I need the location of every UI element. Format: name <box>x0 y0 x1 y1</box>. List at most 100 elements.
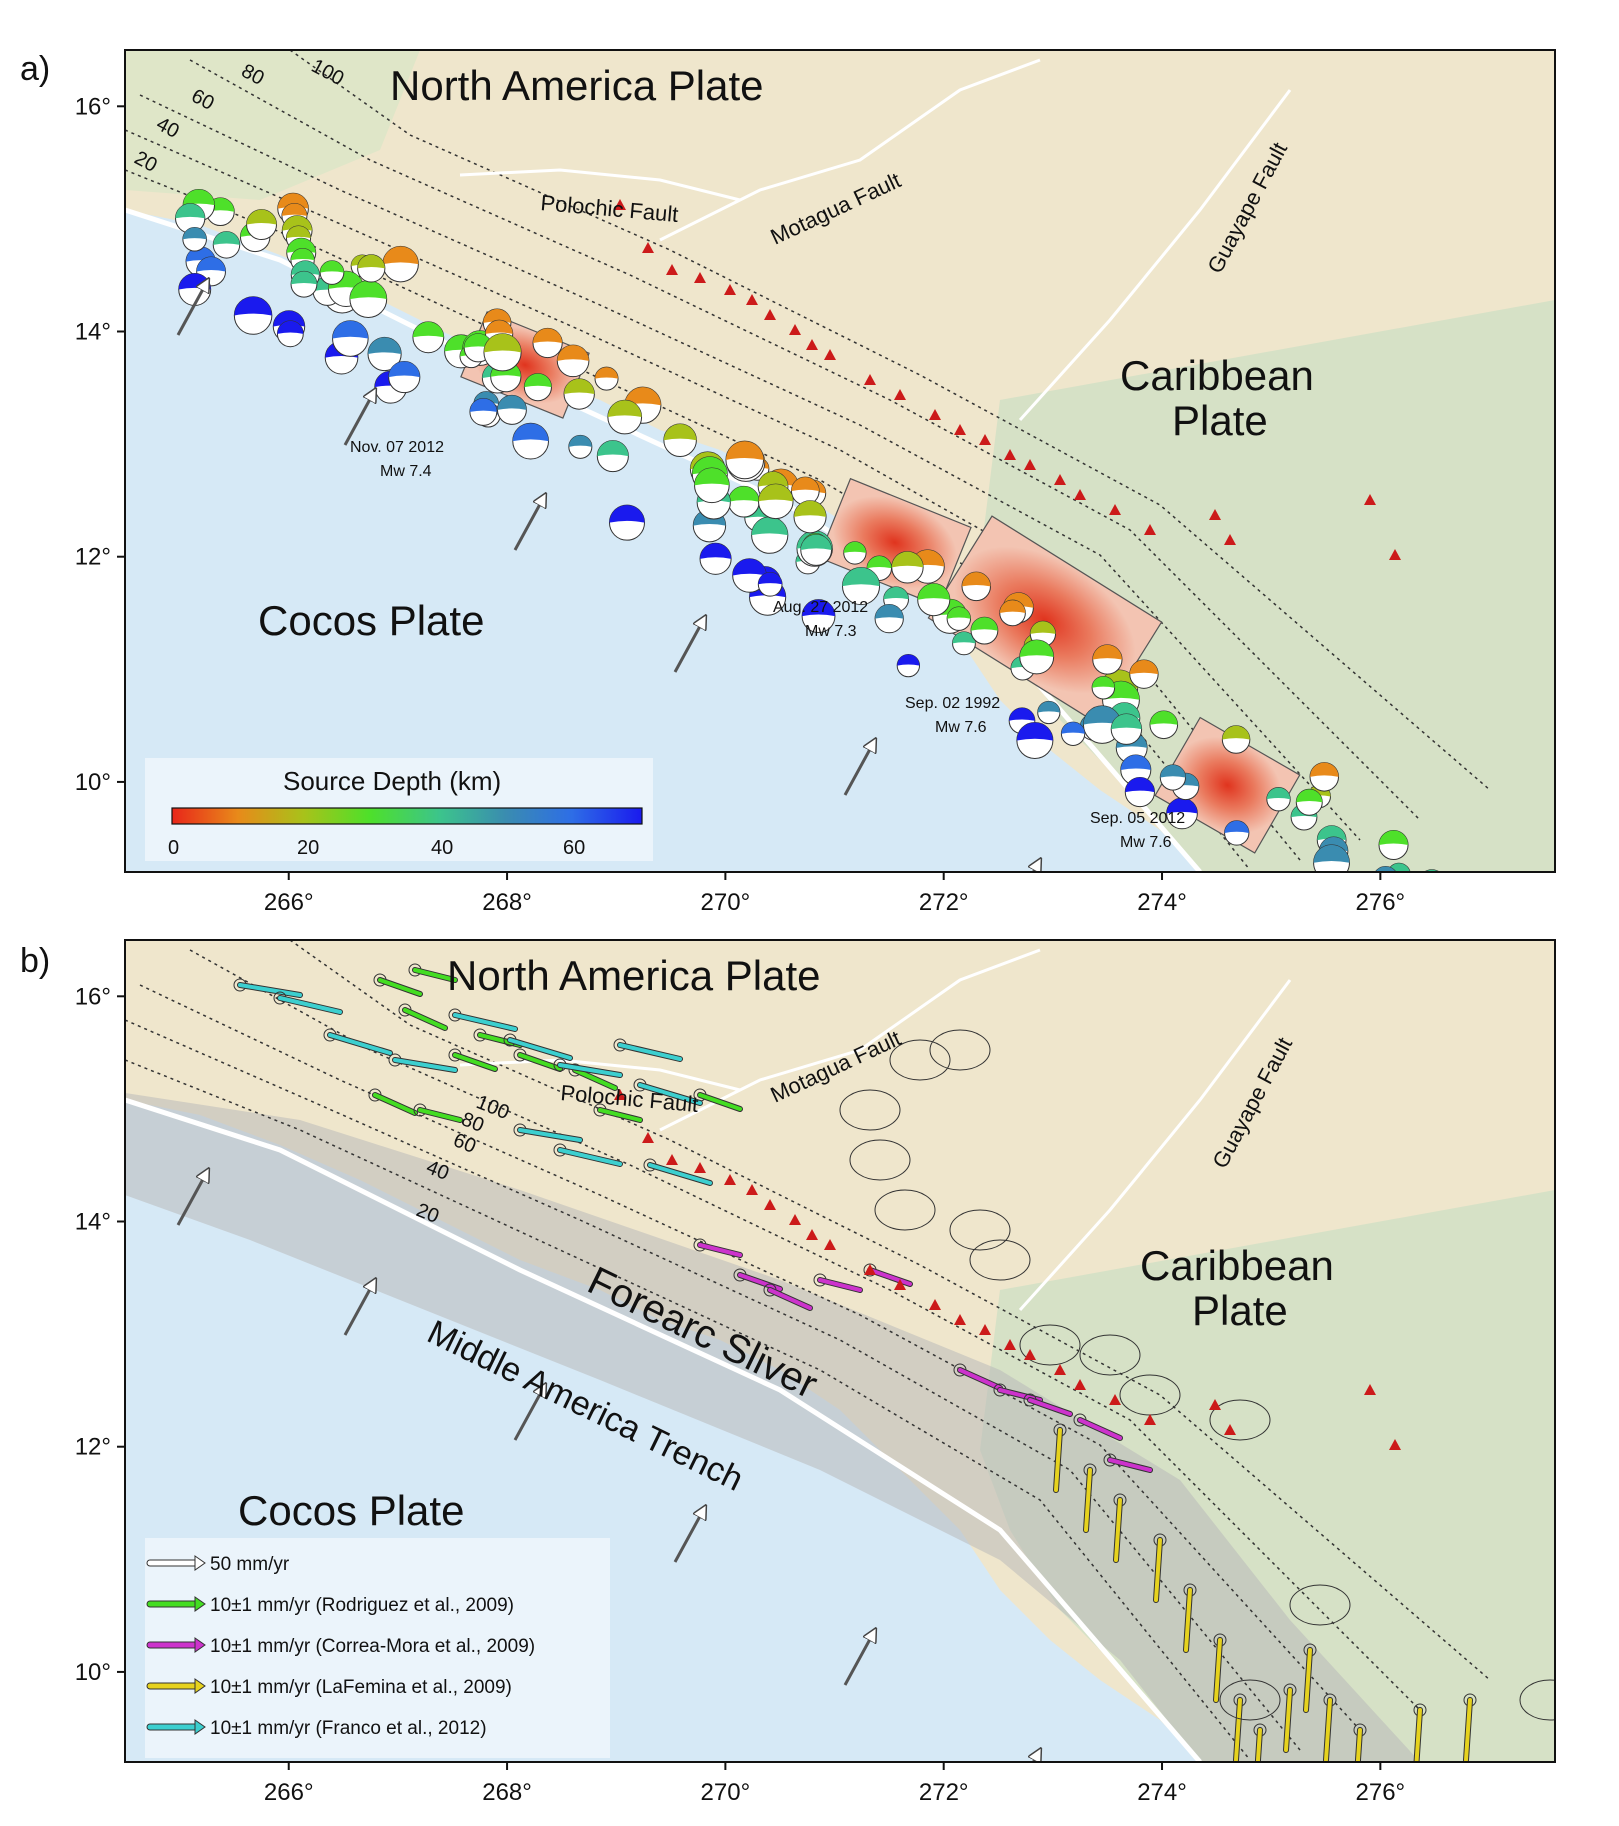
focal-mechanism <box>594 366 619 391</box>
plate-label-caribbean-2: Plate <box>1172 397 1268 444</box>
volcano-icon <box>1109 504 1121 515</box>
volcano-icon <box>894 389 906 400</box>
error-ellipse <box>1209 1399 1271 1441</box>
error-ellipse <box>1079 1334 1141 1376</box>
legend-arrowhead <box>194 1596 206 1612</box>
focal-mechanism <box>841 567 881 606</box>
x-tick-label: 276° <box>1356 889 1406 916</box>
error-ellipse <box>949 1209 1011 1251</box>
focal-mechanism <box>523 373 552 402</box>
focal-mechanism <box>946 606 972 631</box>
focal-mechanism <box>608 504 646 541</box>
error-ellipse <box>1519 1679 1555 1721</box>
y-tick-label: 14° <box>75 1209 111 1236</box>
volcano-icon <box>979 1324 991 1335</box>
volcano-icon <box>789 1214 801 1225</box>
gps-vector <box>1183 1583 1197 1653</box>
volcano-icon <box>746 294 758 305</box>
legend-label: 10±1 mm/yr (Franco et al., 2012) <box>210 1718 487 1739</box>
legend-label: 10±1 mm/yr (Correa-Mora et al., 2009) <box>210 1636 535 1657</box>
gps-vector <box>568 1063 618 1091</box>
gps-vector <box>233 978 303 998</box>
gps-vector <box>448 1008 518 1032</box>
plate-motion-arrow <box>176 280 208 336</box>
error-ellipse <box>1019 1324 1081 1366</box>
focal-mechanism <box>382 245 419 283</box>
focal-mechanism <box>246 209 278 241</box>
error-ellipse <box>929 1029 991 1071</box>
map-a-frame <box>124 49 1556 873</box>
gps-vector <box>398 1003 448 1031</box>
colorbar-tick: 40 <box>431 837 453 859</box>
volcano-icon <box>1054 1364 1066 1375</box>
focal-mechanism <box>596 440 629 473</box>
volcano-icon <box>1054 474 1066 485</box>
focal-mechanism <box>563 378 595 410</box>
x-tick-label: 274° <box>1137 1779 1187 1806</box>
focal-mechanism <box>1019 639 1055 675</box>
legend-label: 10±1 mm/yr (Rodriguez et al., 2009) <box>210 1595 514 1616</box>
volcano-icon <box>1224 1424 1236 1435</box>
volcano-icon <box>1144 1414 1156 1425</box>
plate-motion-arrow <box>1010 1750 1040 1762</box>
gps-vector <box>1113 1493 1127 1563</box>
error-ellipse <box>839 1089 901 1131</box>
rupture-patch <box>1154 716 1301 854</box>
volcano-icon <box>864 1264 876 1275</box>
focal-mechanism <box>1166 797 1198 830</box>
legend-label: 10±1 mm/yr (LaFemina et al., 2009) <box>210 1677 512 1698</box>
y-tick-label: 10° <box>75 769 111 796</box>
focal-mechanism <box>412 321 445 354</box>
panel-a-letter: a) <box>20 50 50 88</box>
focal-mechanism <box>290 270 318 298</box>
volcano-icon <box>1109 1394 1121 1405</box>
gps-vector <box>763 1283 813 1311</box>
gps-vector <box>388 1053 458 1073</box>
x-tick-label: 268° <box>482 889 532 916</box>
gps-vector <box>613 1038 683 1062</box>
focal-mechanism <box>357 254 386 283</box>
volcano-icon <box>1364 494 1376 505</box>
volcano-icon <box>642 1132 654 1143</box>
focal-mechanism <box>961 571 991 602</box>
focal-mechanism <box>801 599 836 634</box>
volcano-icon <box>1074 1379 1086 1390</box>
gps-vector <box>1023 1393 1073 1417</box>
x-tick-label: 268° <box>482 1779 532 1806</box>
focal-mechanism <box>1037 700 1061 725</box>
colorbar-title: Source Depth (km) <box>283 766 501 796</box>
volcano-icon <box>1389 549 1401 560</box>
volcano-icon <box>1004 449 1016 460</box>
focal-mechanisms <box>175 188 1440 872</box>
focal-mechanism <box>751 516 789 554</box>
y-tick-label: 14° <box>75 319 111 346</box>
focal-mechanism <box>891 551 924 584</box>
volcano-icon <box>642 242 654 253</box>
volcano-icon <box>1209 1399 1221 1410</box>
focal-mechanism <box>1309 762 1340 792</box>
fault-lines <box>459 948 1292 1312</box>
focal-mechanism <box>276 320 304 348</box>
volcano-icon <box>954 424 966 435</box>
gps-vector <box>1153 1533 1167 1603</box>
plate-motion-arrow <box>343 1280 375 1336</box>
gps-vector <box>1213 1633 1227 1703</box>
volcano-icon <box>806 1229 818 1240</box>
plate-motion-arrow <box>176 1170 208 1226</box>
volcano-icon <box>724 284 736 295</box>
focal-mechanism <box>874 604 904 634</box>
earthquake-date: Aug. 27 2012 <box>773 599 868 616</box>
gps-vector <box>323 1028 393 1056</box>
focal-mechanism <box>1060 721 1086 746</box>
focal-mechanism <box>1092 644 1123 675</box>
focal-mechanism <box>1374 865 1397 872</box>
earthquake-magnitude: Mw 7.6 <box>935 719 987 736</box>
x-tick-label: 274° <box>1137 889 1187 916</box>
plate-motion-arrow <box>343 390 375 446</box>
focal-mechanism <box>388 360 421 394</box>
colorbar-tick: 60 <box>563 837 585 859</box>
x-tick-label: 266° <box>264 889 314 916</box>
axis-ticks-a: 266° 268° 270° 272° 274° 276° 10° 12° 14° 16° <box>75 93 1405 916</box>
focal-mechanism <box>952 631 976 656</box>
gps-vector <box>413 1103 463 1123</box>
